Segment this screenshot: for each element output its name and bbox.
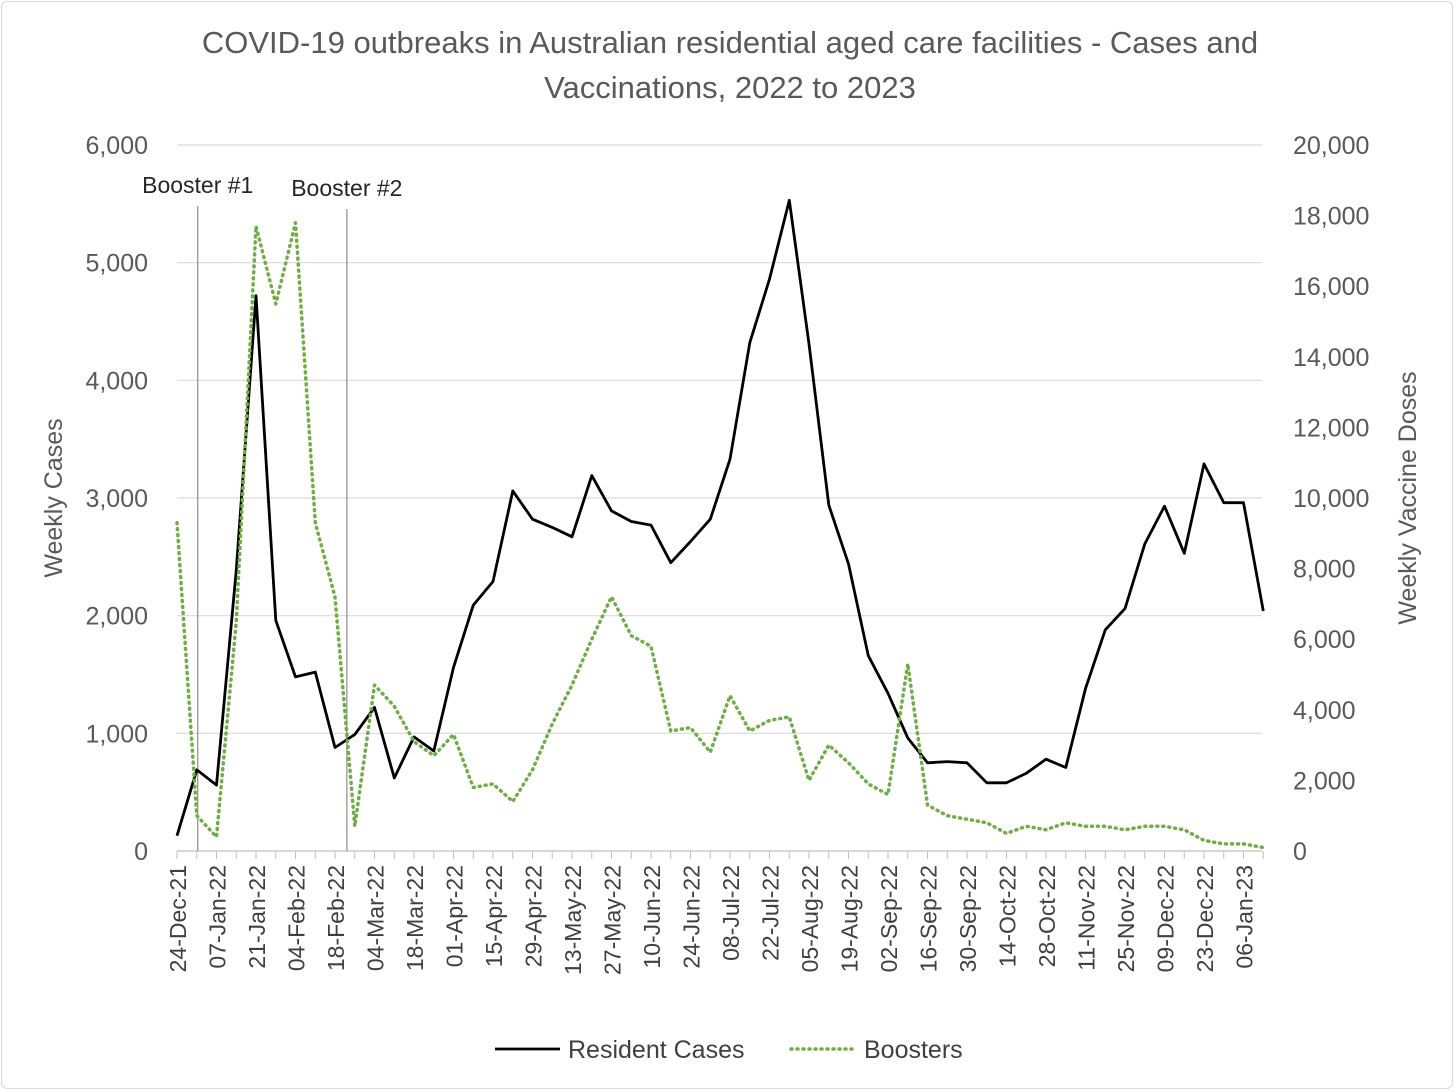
y-right-tick-label: 8,000 bbox=[1293, 556, 1356, 584]
x-tick-label: 06-Jan-23 bbox=[1232, 865, 1258, 969]
x-tick-label: 30-Sep-22 bbox=[955, 865, 981, 972]
x-tick-label: 02-Sep-22 bbox=[876, 865, 902, 972]
x-tick-label: 04-Feb-22 bbox=[284, 865, 310, 971]
y-left-tick-label: 0 bbox=[134, 838, 148, 866]
y-left-tick-label: 4,000 bbox=[85, 367, 148, 395]
x-tick-label: 08-Jul-22 bbox=[718, 865, 744, 961]
x-tick-label: 29-Apr-22 bbox=[521, 865, 547, 967]
x-tick-label: 05-Aug-22 bbox=[797, 865, 823, 972]
x-tick-label: 09-Dec-22 bbox=[1153, 865, 1179, 972]
y-left-tick-label: 6,000 bbox=[85, 132, 148, 160]
x-tick-label: 24-Dec-21 bbox=[165, 865, 191, 972]
chart-title: COVID-19 outbreaks in Australian residen… bbox=[201, 25, 1259, 105]
x-tick-label: 21-Jan-22 bbox=[244, 865, 270, 969]
y-right-tick-label: 14,000 bbox=[1293, 344, 1369, 372]
x-tick-label: 18-Mar-22 bbox=[402, 865, 428, 971]
y-left-tick-label: 3,000 bbox=[85, 485, 148, 513]
x-tick-label: 07-Jan-22 bbox=[205, 865, 231, 969]
annotations: Booster #1 Booster #2 bbox=[142, 172, 402, 851]
x-tick-label: 15-Apr-22 bbox=[481, 865, 507, 967]
x-tick-label: 22-Jul-22 bbox=[758, 865, 784, 961]
x-tick-label: 18-Feb-22 bbox=[323, 865, 349, 971]
x-tick-label: 24-Jun-22 bbox=[679, 865, 705, 969]
y-right-tick-label: 4,000 bbox=[1293, 697, 1356, 725]
left-axis-ticks: 0 1,000 2,000 3,000 4,000 5,000 6,000 bbox=[85, 132, 148, 866]
x-tick-label: 19-Aug-22 bbox=[837, 865, 863, 972]
y-right-tick-label: 20,000 bbox=[1293, 132, 1369, 160]
y-right-tick-label: 10,000 bbox=[1293, 485, 1369, 513]
series-lines bbox=[175, 198, 1266, 850]
gridlines bbox=[177, 144, 1262, 852]
x-tick-label: 27-May-22 bbox=[600, 865, 626, 975]
x-tick-label: 25-Nov-22 bbox=[1113, 865, 1139, 972]
y-left-tick-label: 1,000 bbox=[85, 720, 148, 748]
x-tick-label: 23-Dec-22 bbox=[1192, 865, 1218, 972]
resident-cases-line bbox=[175, 198, 1265, 837]
right-axis-ticks: 0 2,000 4,000 6,000 8,000 10,000 12,000 14,000 1… bbox=[1293, 132, 1369, 866]
legend: Resident Cases Boosters bbox=[495, 1036, 963, 1064]
x-tick-label: 28-Oct-22 bbox=[1034, 865, 1060, 967]
x-tick-label: 10-Jun-22 bbox=[639, 865, 665, 969]
x-tick-label: 13-May-22 bbox=[560, 865, 586, 975]
y-right-axis-label: Weekly Vaccine Doses bbox=[1394, 371, 1422, 624]
annotation-label: Booster #1 bbox=[142, 172, 253, 198]
y-right-tick-label: 12,000 bbox=[1293, 414, 1369, 442]
x-tick-label: 01-Apr-22 bbox=[442, 865, 468, 967]
x-tick-label: 14-Oct-22 bbox=[995, 865, 1021, 967]
legend-label: Boosters bbox=[864, 1036, 963, 1064]
y-right-tick-label: 6,000 bbox=[1293, 626, 1356, 654]
boosters-line bbox=[175, 220, 1266, 850]
legend-label: Resident Cases bbox=[568, 1036, 744, 1064]
annotation-label: Booster #2 bbox=[291, 175, 402, 201]
y-left-tick-label: 2,000 bbox=[85, 603, 148, 631]
x-axis: 24-Dec-21 07-Jan-22 21-Jan-22 04-Feb-22 18-F… bbox=[165, 851, 1264, 975]
y-right-tick-label: 0 bbox=[1293, 838, 1307, 866]
y-left-tick-label: 5,000 bbox=[85, 250, 148, 278]
x-tick-label: 11-Nov-22 bbox=[1074, 865, 1100, 971]
x-tick-label: 16-Sep-22 bbox=[916, 865, 942, 972]
y-right-tick-label: 2,000 bbox=[1293, 767, 1356, 795]
y-right-tick-label: 18,000 bbox=[1293, 203, 1369, 231]
x-tick-label: 04-Mar-22 bbox=[363, 865, 389, 971]
y-right-tick-label: 16,000 bbox=[1293, 273, 1369, 301]
y-left-axis-label: Weekly Cases bbox=[40, 418, 68, 577]
